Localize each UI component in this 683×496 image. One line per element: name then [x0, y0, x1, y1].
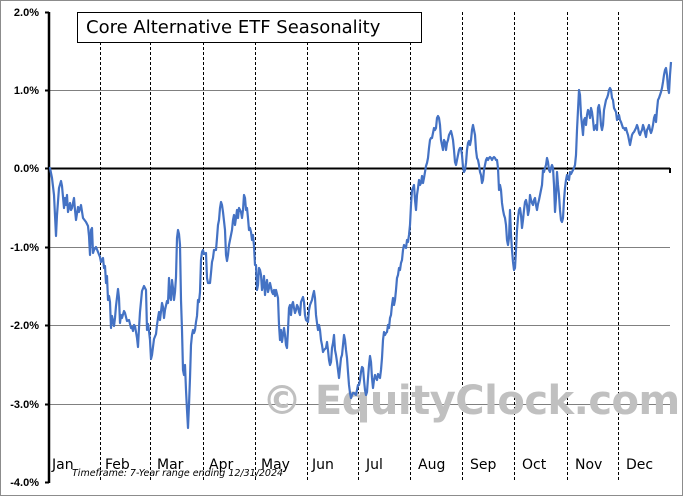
horizontal-gridlines — [49, 90, 670, 405]
watermark: © EquityClock.com — [262, 378, 680, 424]
month-label: May — [261, 457, 290, 473]
month-label: Jan — [51, 457, 74, 473]
y-tick-label: -1.0% — [10, 242, 39, 254]
seasonality-line — [48, 61, 673, 430]
month-dividers — [100, 12, 619, 482]
month-label: Apr — [209, 457, 233, 473]
month-label: Jul — [365, 457, 383, 473]
y-tick-labels: 2.0% 1.0% 0.0% -1.0% -2.0% -3.0% -4.0% — [10, 7, 39, 489]
y-tick-label: -2.0% — [10, 320, 39, 332]
month-label: Sep — [470, 457, 497, 473]
y-tick-label: 1.0% — [14, 85, 39, 97]
month-label: Nov — [575, 457, 602, 473]
y-tick-label: 2.0% — [14, 7, 39, 19]
y-tick-label: 0.0% — [14, 163, 39, 175]
timeframe-note: Timeframe: 7-Year range ending 12/31/202… — [72, 468, 284, 479]
month-label: Aug — [418, 457, 445, 473]
chart-title-box: Core Alternative ETF Seasonality — [77, 12, 422, 43]
month-label: Oct — [522, 457, 547, 473]
month-label: Dec — [626, 457, 653, 473]
month-labels: Jan Feb Mar Apr May Jun Jul Aug Sep Oct … — [51, 457, 653, 473]
chart-title: Core Alternative ETF Seasonality — [86, 17, 381, 38]
month-label: Mar — [157, 457, 184, 473]
y-tick-label: -3.0% — [10, 399, 39, 411]
month-label: Feb — [105, 457, 130, 473]
y-tick-label: -4.0% — [10, 477, 39, 489]
month-label: Jun — [311, 457, 334, 473]
